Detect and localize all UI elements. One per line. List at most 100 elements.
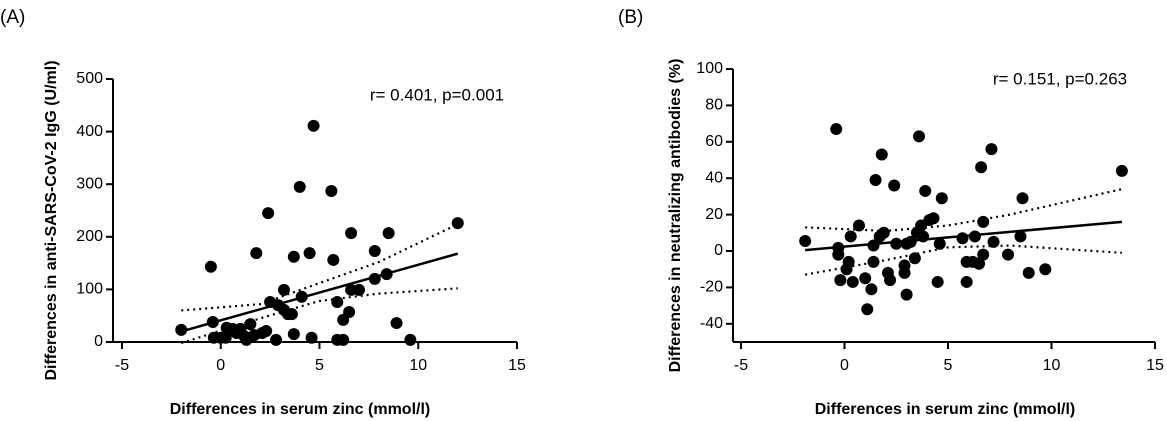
point: [869, 174, 882, 187]
point: [898, 266, 911, 279]
point: [908, 252, 921, 265]
annotation: r= 0.401, p=0.001: [370, 85, 504, 104]
point: [884, 274, 897, 287]
point: [904, 235, 917, 248]
point: [262, 207, 275, 220]
point: [842, 255, 855, 268]
point: [368, 272, 381, 285]
point: [175, 323, 188, 336]
point: [861, 303, 874, 316]
point: [404, 333, 417, 346]
y-tick-label: 80: [705, 97, 723, 114]
regression-line: [180, 252, 459, 333]
y-tick-label: 0: [714, 242, 723, 259]
y-tick-label: 400: [76, 123, 103, 140]
point: [875, 148, 888, 161]
point: [1022, 266, 1035, 279]
point: [451, 217, 464, 230]
point: [337, 333, 350, 346]
ci-upper: [805, 188, 1123, 233]
point: [799, 234, 812, 247]
point: [933, 237, 946, 250]
point: [250, 247, 263, 260]
point: [867, 239, 880, 252]
point: [303, 247, 316, 260]
y-tick-label: 0: [94, 333, 103, 350]
y-tick-label: 60: [705, 133, 723, 150]
point: [867, 255, 880, 268]
point: [345, 227, 358, 240]
y-tick-label: 100: [76, 281, 103, 298]
point: [1016, 192, 1029, 205]
point: [830, 123, 843, 136]
point: [327, 253, 340, 266]
point: [865, 283, 878, 296]
point: [287, 250, 300, 263]
point: [285, 308, 298, 321]
x-tick-label: 0: [216, 357, 225, 374]
y-tick-label: -20: [700, 279, 723, 296]
point: [956, 232, 969, 245]
point: [277, 283, 290, 296]
ci-lower: [804, 244, 1122, 276]
point: [287, 328, 300, 341]
point: [204, 260, 217, 273]
point: [331, 296, 344, 309]
point: [343, 306, 356, 319]
x-tick-label: 10: [409, 357, 427, 374]
panel-label: (A): [0, 7, 25, 28]
point: [888, 179, 901, 192]
x-tick-label: 5: [944, 357, 953, 374]
point: [1014, 230, 1027, 243]
point: [219, 331, 232, 344]
point: [973, 257, 986, 270]
point: [353, 283, 365, 296]
x-tick-label: 0: [840, 357, 849, 374]
point: [305, 331, 318, 344]
point: [206, 316, 219, 329]
point: [293, 180, 306, 193]
point: [900, 288, 913, 301]
x-axis-title: Differences in serum zinc (mmol/l): [815, 401, 1076, 418]
point: [1002, 248, 1015, 261]
point: [844, 230, 857, 243]
point: [985, 143, 998, 156]
annotation: r= 0.151, p=0.263: [993, 69, 1127, 88]
point: [834, 274, 847, 287]
y-axis-title: Differences in neutralizing antibodies (…: [667, 59, 684, 373]
point: [307, 119, 320, 132]
y-tick-label: 200: [76, 228, 103, 245]
point: [368, 245, 381, 258]
point: [931, 275, 944, 288]
point: [859, 272, 872, 285]
point: [244, 318, 257, 331]
point: [890, 237, 903, 250]
point: [832, 241, 845, 254]
y-tick-label: 100: [696, 60, 723, 77]
x-tick-label: 15: [1146, 357, 1164, 374]
point: [852, 219, 865, 232]
x-tick-label: 10: [1043, 357, 1061, 374]
point: [935, 192, 948, 205]
point: [380, 268, 393, 281]
point: [919, 184, 932, 197]
point: [927, 212, 940, 225]
point: [987, 235, 1000, 248]
point: [913, 130, 926, 143]
ci-upper: [181, 223, 459, 312]
point: [382, 227, 395, 240]
point: [270, 333, 283, 346]
point: [960, 275, 973, 288]
y-tick-label: 40: [705, 169, 723, 186]
panel-label: (B): [618, 7, 643, 28]
x-tick-label: -5: [734, 357, 748, 374]
point: [295, 290, 308, 303]
y-axis-title: Differences in anti-SARS-CoV-2 IgG (U/ml…: [43, 60, 60, 380]
x-tick-label: 15: [508, 357, 526, 374]
point: [877, 226, 890, 239]
point: [977, 248, 990, 261]
point: [1039, 263, 1052, 276]
y-tick-label: 500: [76, 70, 103, 87]
point: [846, 275, 859, 288]
